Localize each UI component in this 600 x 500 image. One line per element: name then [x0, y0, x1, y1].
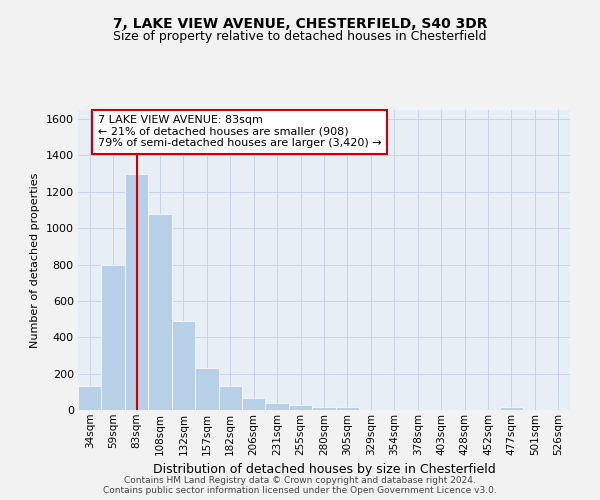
Bar [336, 408, 359, 410]
Text: 7, LAKE VIEW AVENUE, CHESTERFIELD, S40 3DR: 7, LAKE VIEW AVENUE, CHESTERFIELD, S40 3… [113, 18, 487, 32]
Bar [218, 386, 242, 410]
Bar [125, 174, 148, 410]
Y-axis label: Number of detached properties: Number of detached properties [30, 172, 40, 348]
X-axis label: Distribution of detached houses by size in Chesterfield: Distribution of detached houses by size … [152, 463, 496, 476]
Bar [148, 214, 172, 410]
Bar [78, 386, 101, 410]
Bar [195, 368, 218, 410]
Text: 7 LAKE VIEW AVENUE: 83sqm
← 21% of detached houses are smaller (908)
79% of semi: 7 LAKE VIEW AVENUE: 83sqm ← 21% of detac… [98, 115, 382, 148]
Bar [312, 408, 336, 410]
Bar [172, 321, 195, 410]
Bar [289, 406, 312, 410]
Text: Size of property relative to detached houses in Chesterfield: Size of property relative to detached ho… [113, 30, 487, 43]
Bar [101, 264, 125, 410]
Text: Contains HM Land Registry data © Crown copyright and database right 2024.: Contains HM Land Registry data © Crown c… [124, 476, 476, 485]
Text: Contains public sector information licensed under the Open Government Licence v3: Contains public sector information licen… [103, 486, 497, 495]
Bar [242, 398, 265, 410]
Bar [265, 403, 289, 410]
Bar [500, 408, 523, 410]
